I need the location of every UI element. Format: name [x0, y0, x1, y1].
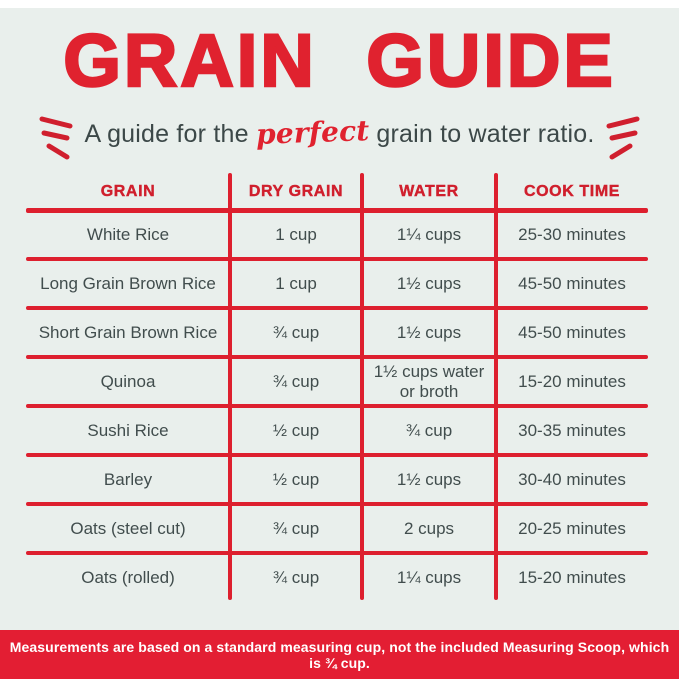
- row-divider: [26, 306, 648, 310]
- subtitle-suffix: grain to water ratio.: [369, 119, 595, 148]
- row-divider: [26, 257, 648, 261]
- cell-water: ¾ cup: [405, 420, 453, 440]
- cell-grain: Oats (steel cut): [70, 518, 186, 538]
- table-row: Long Grain Brown Rice 1 cup 1½ cups 45-50 m…: [26, 259, 648, 308]
- cell-cook-time: 30-35 minutes: [518, 420, 626, 440]
- cell-water: 1½ cups: [396, 469, 462, 489]
- cell-grain: Short Grain Brown Rice: [38, 322, 218, 342]
- row-divider: [26, 404, 648, 408]
- cell-grain: Sushi Rice: [87, 420, 169, 440]
- emphasis-lines-right-icon: [606, 116, 640, 160]
- table-header-divider: [26, 208, 648, 213]
- cell-water: 1¼ cups: [396, 224, 462, 244]
- emphasis-lines-left-icon: [39, 116, 73, 160]
- column-header-cook-time: COOK TIME: [523, 182, 621, 200]
- cell-grain: Barley: [103, 469, 153, 489]
- cell-dry-grain: ¾ cup: [272, 371, 320, 391]
- cell-cook-time: 15-20 minutes: [518, 371, 626, 391]
- cell-grain: Oats (rolled): [81, 567, 175, 587]
- row-divider: [26, 502, 648, 506]
- cell-cook-time: 45-50 minutes: [518, 322, 626, 342]
- row-divider: [26, 355, 648, 359]
- column-header-grain: GRAIN: [100, 182, 156, 200]
- page-title: GRAIN GUIDE: [62, 19, 616, 102]
- cell-water: 1½ cups: [396, 273, 462, 293]
- cell-dry-grain: ¾ cup: [272, 567, 320, 587]
- top-white-strip: [0, 0, 679, 8]
- cell-cook-time: 45-50 minutes: [518, 273, 626, 293]
- subtitle-row: A guide for the perfect grain to water r…: [0, 108, 679, 160]
- cell-water: 1½ cups water or broth: [373, 361, 485, 401]
- cell-cook-time: 20-25 minutes: [518, 518, 626, 538]
- cell-water: 1½ cups: [396, 322, 462, 342]
- cell-water: 2 cups: [403, 518, 455, 538]
- table-body: White Rice 1 cup 1¼ cups 25-30 minutes Long …: [26, 210, 648, 602]
- cell-cook-time: 30-40 minutes: [518, 469, 626, 489]
- table-row: Oats (steel cut) ¾ cup 2 cups 20-25 minutes: [26, 504, 648, 553]
- cell-dry-grain: ½ cup: [272, 469, 320, 489]
- column-divider: [228, 173, 232, 600]
- table-row: Quinoa ¾ cup 1½ cups water or broth 15-20 m…: [26, 357, 648, 406]
- cell-grain: Quinoa: [100, 371, 156, 391]
- table-row: Short Grain Brown Rice ¾ cup 1½ cups 45-50 …: [26, 308, 648, 357]
- page-subtitle: A guide for the perfect grain to water r…: [84, 113, 595, 151]
- column-divider: [360, 173, 364, 600]
- row-divider: [26, 551, 648, 555]
- table-row: Sushi Rice ½ cup ¾ cup 30-35 minutes: [26, 406, 648, 455]
- subtitle-highlight: perfect: [255, 113, 370, 151]
- cell-grain: White Rice: [86, 224, 170, 244]
- table-row: White Rice 1 cup 1¼ cups 25-30 minutes: [26, 210, 648, 259]
- column-header-water: WATER: [399, 182, 459, 200]
- cell-dry-grain: ¾ cup: [272, 518, 320, 538]
- cell-grain: Long Grain Brown Rice: [40, 273, 216, 293]
- table-row: Barley ½ cup 1½ cups 30-40 minutes: [26, 455, 648, 504]
- footer-banner: Measurements are based on a standard mea…: [0, 630, 679, 679]
- table-row: Oats (rolled) ¾ cup 1¼ cups 15-20 minutes: [26, 553, 648, 602]
- subtitle-prefix: A guide for the: [84, 119, 256, 148]
- footer-note: Measurements are based on a standard mea…: [9, 638, 670, 671]
- table-header-row: GRAIN DRY GRAIN WATER COOK TIME: [26, 173, 648, 210]
- row-divider: [26, 453, 648, 457]
- cell-dry-grain: ¾ cup: [272, 322, 320, 342]
- cell-dry-grain: 1 cup: [275, 224, 317, 244]
- column-divider: [494, 173, 498, 600]
- column-header-dry-grain: DRY GRAIN: [248, 182, 344, 200]
- cell-cook-time: 15-20 minutes: [518, 567, 626, 587]
- cell-cook-time: 25-30 minutes: [518, 224, 626, 244]
- cell-dry-grain: ½ cup: [272, 420, 320, 440]
- cell-dry-grain: 1 cup: [275, 273, 317, 293]
- cell-water: 1¼ cups: [396, 567, 462, 587]
